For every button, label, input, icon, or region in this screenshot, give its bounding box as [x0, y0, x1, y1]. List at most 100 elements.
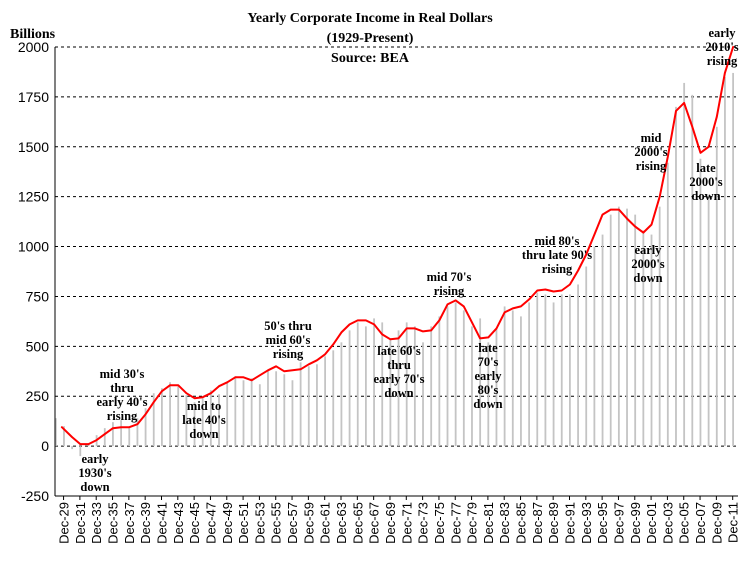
annotation-line: mid to	[187, 399, 221, 413]
bar	[511, 310, 514, 447]
bar	[658, 206, 661, 447]
x-tick-label: Dec-91	[562, 502, 577, 544]
x-tick-label: Dec-89	[546, 502, 561, 544]
x-tick-label: Dec-53	[252, 502, 267, 544]
annotation-line: rising	[273, 347, 304, 361]
x-tick-label: Dec-33	[89, 502, 104, 544]
annotation-line: 2000's	[634, 145, 667, 159]
bar	[479, 318, 482, 447]
x-tick-label: Dec-67	[367, 502, 382, 544]
annotation-line: early 40's	[96, 395, 147, 409]
bar	[242, 380, 245, 447]
bar	[152, 393, 155, 447]
bar	[160, 388, 163, 447]
x-tick-label: Dec-65	[350, 502, 365, 544]
annotation-line: early	[708, 26, 736, 40]
x-tick-label: Dec-81	[481, 502, 496, 544]
y-tick-label: 2000	[18, 39, 49, 55]
annotation-line: down	[473, 397, 502, 411]
bar	[675, 106, 677, 447]
annotation-line: early	[474, 369, 502, 383]
bar	[136, 418, 139, 447]
annotation-line: early 70's	[373, 372, 424, 386]
x-tick-labels: Dec-29 Dec-31 Dec-33 Dec-35 Dec-37 Dec-39 Dec-…	[57, 496, 741, 544]
bar	[324, 356, 326, 447]
bar	[454, 302, 457, 447]
x-tick-label: Dec-69	[383, 502, 398, 544]
bar	[218, 394, 220, 447]
annotation-line: mid 80's	[535, 234, 580, 248]
bar	[585, 266, 588, 447]
annotation-line: 2000's	[631, 257, 664, 271]
bar	[193, 402, 196, 447]
x-tick-label: Dec-01	[644, 502, 659, 544]
bar	[666, 162, 669, 447]
bar	[103, 428, 106, 447]
x-tick-label: Dec-55	[269, 502, 284, 544]
y-tick-labels: -250 0 250 500 750 1000 1250 1500 1750 2000	[18, 39, 49, 504]
bar	[185, 395, 188, 447]
bar	[258, 384, 261, 447]
x-tick-label: Dec-95	[595, 502, 610, 544]
x-tick-label: Dec-87	[530, 502, 545, 544]
bar	[275, 371, 278, 447]
bar	[552, 302, 555, 447]
y-tick-label: 0	[41, 438, 49, 454]
bar	[609, 214, 612, 447]
bar	[71, 446, 74, 450]
annotation-line: down	[691, 189, 720, 203]
annotation-line: 50's thru	[264, 319, 312, 333]
annotation-line: rising	[707, 54, 738, 68]
axes	[54, 47, 738, 497]
bar	[316, 364, 318, 447]
bar	[724, 76, 726, 447]
bar	[201, 398, 204, 447]
bar	[438, 316, 441, 447]
bar	[79, 446, 82, 457]
chart-title: Yearly Corporate Income in Real Dollars	[247, 11, 493, 26]
chart-subtitle: (1929-Present)	[327, 31, 414, 46]
annotation-line: thru	[387, 358, 411, 372]
bar	[54, 418, 57, 447]
x-tick-label: Dec-83	[497, 502, 512, 544]
x-tick-label: Dec-63	[334, 502, 349, 544]
bar	[430, 326, 433, 447]
x-tick-label: Dec-97	[611, 502, 626, 544]
annotation-line: 70's	[478, 355, 499, 369]
bar	[503, 306, 506, 447]
x-tick-label: Dec-31	[73, 502, 88, 544]
annotation-line: mid	[641, 131, 662, 145]
bar	[120, 420, 122, 447]
x-tick-label: Dec-07	[693, 502, 708, 544]
y-axis-label: Billions	[10, 27, 56, 42]
bar	[520, 316, 522, 447]
bar	[283, 374, 286, 447]
bar	[413, 326, 416, 447]
bar	[634, 214, 637, 447]
annotation-line: late	[478, 341, 498, 355]
y-tick-label: 1500	[18, 139, 49, 155]
x-tick-label: Dec-75	[432, 502, 447, 544]
annotation-line: early	[634, 243, 662, 257]
annotation-line: down	[189, 427, 218, 441]
bar	[87, 444, 90, 447]
bar	[250, 378, 253, 447]
x-tick-label: Dec-59	[301, 502, 316, 544]
y-tick-label: 500	[26, 338, 50, 354]
chart-source: Source: BEA	[331, 51, 410, 66]
annotation-line: rising	[434, 284, 465, 298]
bar	[209, 390, 212, 447]
x-tick-label: Dec-99	[628, 502, 643, 544]
x-tick-label: Dec-79	[465, 502, 480, 544]
bar	[593, 246, 596, 447]
x-tick-label: Dec-47	[203, 502, 218, 544]
bar	[226, 382, 229, 447]
y-tick-label: 1250	[18, 189, 49, 205]
annotation-line: 2000's	[689, 175, 722, 189]
